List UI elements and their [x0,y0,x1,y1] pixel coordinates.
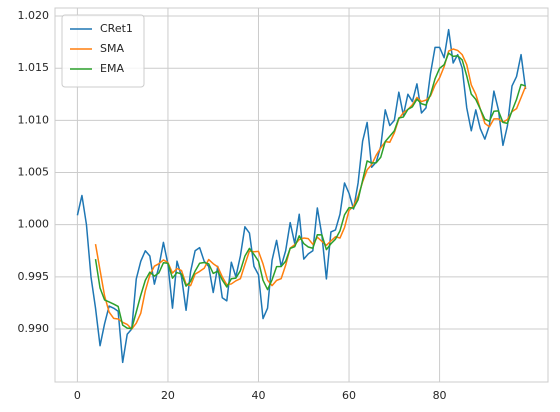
y-tick-label: 1.010 [18,113,50,126]
y-tick-label: 0.995 [18,270,50,283]
y-tick-label: 1.015 [18,61,50,74]
legend-label: CRet1 [100,22,133,35]
y-tick-label: 0.990 [18,322,50,335]
legend-label: EMA [100,62,124,75]
plot-frame [54,7,549,383]
series-line [94,52,526,330]
x-tick-label: 0 [74,389,81,402]
x-tick-label: 80 [433,389,447,402]
y-tick-label: 1.005 [18,166,50,179]
y-tick-label: 1.000 [18,218,50,231]
x-tick-label: 60 [342,389,356,402]
legend-label: SMA [100,42,124,55]
y-tick-label: 1.020 [18,9,50,22]
legend: CRet1 SMA EMA [61,14,145,88]
x-tick-label: 20 [161,389,175,402]
series-line [94,48,527,330]
x-tick-label: 40 [251,389,265,402]
